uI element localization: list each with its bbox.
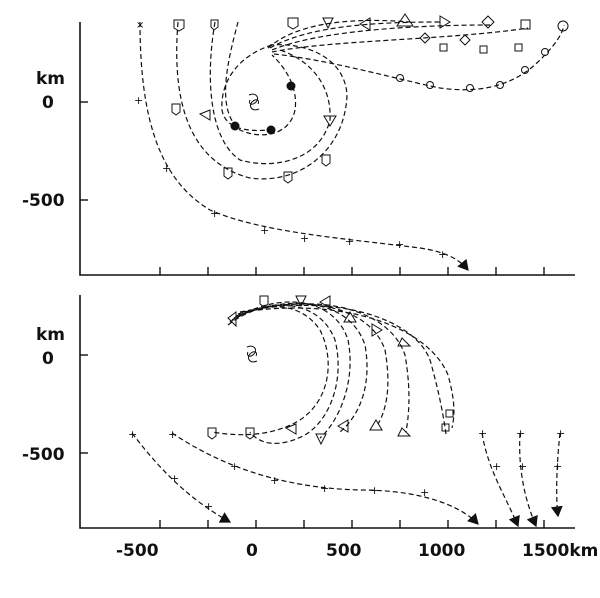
- lower-trajectory-plus-5: [550, 432, 563, 518]
- svg-text:+: +: [492, 460, 501, 473]
- svg-text:+: +: [270, 474, 279, 487]
- svg-text:+: +: [395, 238, 404, 251]
- lower-trajectory-arc-6: [237, 303, 410, 433]
- upper-x-ticks: [159, 267, 545, 275]
- svg-text:+: +: [518, 460, 527, 473]
- svg-text:×: ×: [136, 20, 144, 31]
- lower-trajectory-arc-1: [211, 306, 329, 436]
- lower-y-label-0: 0: [42, 349, 54, 369]
- svg-text:+: +: [438, 248, 447, 261]
- upper-trajectory-pentagon-outer: [176, 21, 348, 180]
- x-label-1000: 1000: [418, 541, 465, 561]
- lower-y-unit-label: km: [36, 325, 65, 345]
- svg-text:+: +: [204, 500, 213, 513]
- lower-trajectory-arc-8: [241, 307, 455, 429]
- lower-trajectory-plus-4: [519, 432, 538, 528]
- lower-markers: + + + + + + + + + + + + + + +: [128, 295, 565, 513]
- lower-trajectory-plus-2: [171, 432, 479, 525]
- svg-text:+: +: [345, 235, 354, 248]
- lower-trajectory-plus-1: [131, 432, 232, 523]
- lower-trajectory-arc-7: [239, 304, 447, 435]
- lower-panel: km 0 -500 + + + + + + + + +: [22, 295, 575, 529]
- x-axis-labels: -500 0 500 1000 1500km: [116, 541, 598, 561]
- upper-panel-axes: [79, 22, 575, 276]
- upper-markers: × + + + + + + + +: [134, 13, 569, 261]
- upper-y-unit-label: km: [36, 69, 65, 89]
- lower-trajectory-arc-3: [231, 301, 351, 439]
- svg-text:+: +: [478, 427, 487, 440]
- svg-text:+: +: [230, 460, 239, 473]
- upper-y-label-minus500: -500: [22, 191, 65, 211]
- svg-text:+: +: [170, 472, 179, 485]
- lower-trajectory-arc-2: [229, 304, 339, 444]
- lower-x-ticks: [159, 520, 545, 528]
- lower-trajectory-plus-3: [481, 432, 520, 528]
- upper-trajectory-fan-4: [271, 27, 529, 53]
- upper-cyclone-icon: [248, 93, 260, 111]
- lower-cyclone-icon: [246, 345, 258, 363]
- svg-text:+: +: [300, 232, 309, 245]
- upper-trajectory-left-triangle: [224, 21, 297, 136]
- svg-text:+: +: [210, 207, 219, 220]
- svg-text:+: +: [168, 428, 177, 441]
- x-label-0: 0: [246, 541, 258, 561]
- x-label-minus500: -500: [116, 541, 159, 561]
- upper-trajectory-fan-1: [267, 19, 411, 49]
- svg-text:+: +: [260, 224, 269, 237]
- upper-trajectory-inner: [221, 44, 273, 132]
- upper-trajectory-fan-2: [269, 21, 441, 49]
- svg-text:+: +: [556, 427, 565, 440]
- svg-text:+: +: [162, 162, 171, 175]
- upper-trajectory-circle: [273, 24, 565, 91]
- svg-text:+: +: [320, 482, 329, 495]
- svg-text:+: +: [370, 484, 379, 497]
- upper-y-label-0: 0: [42, 93, 54, 113]
- x-label-500: 500: [326, 541, 362, 561]
- svg-text:+: +: [553, 460, 562, 473]
- svg-text:+: +: [420, 486, 429, 499]
- upper-panel: km 0 -500 × + + + + + + + +: [22, 13, 575, 276]
- x-label-1500km: 1500km: [522, 541, 598, 561]
- lower-trajectory-arc-5: [235, 303, 389, 425]
- svg-text:+: +: [128, 428, 137, 441]
- lower-y-label-minus500: -500: [22, 445, 65, 465]
- upper-trajectory-fan-3: [271, 24, 491, 51]
- svg-text:+: +: [516, 427, 525, 440]
- upper-trajectory-plus: [139, 21, 469, 271]
- lower-trajectory-arc-4: [233, 302, 368, 433]
- lower-panel-axes: [79, 295, 575, 529]
- upper-trajectory-inverted-triangle: [209, 21, 331, 165]
- svg-text:+: +: [134, 94, 143, 107]
